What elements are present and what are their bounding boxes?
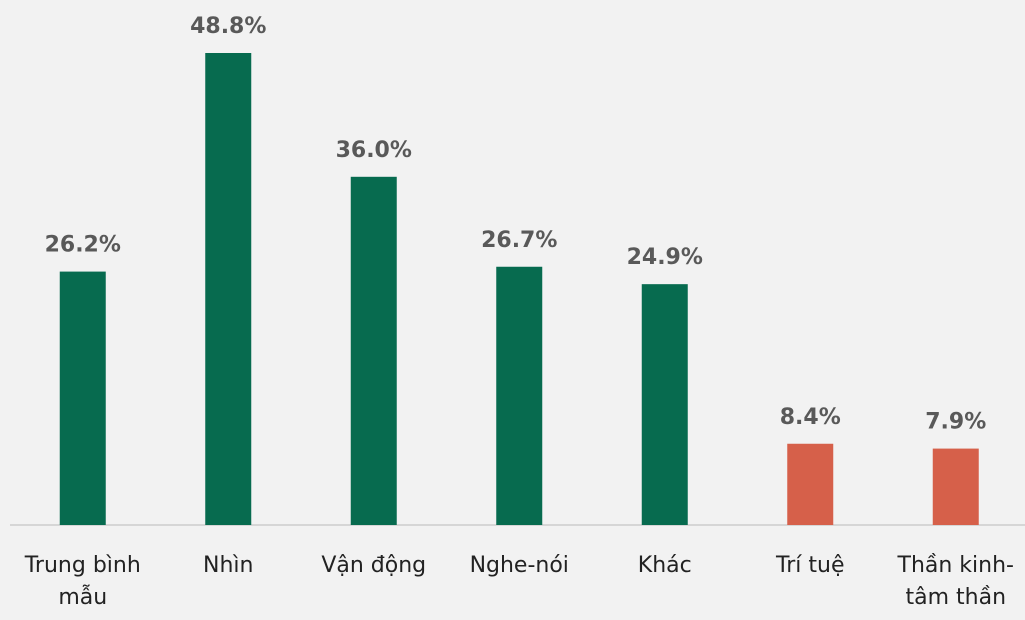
x-tick-label: Trí tuệ bbox=[776, 553, 845, 578]
value-label: 7.9% bbox=[925, 410, 986, 435]
bar bbox=[205, 53, 252, 525]
x-tick-label: Nghe-nói bbox=[469, 553, 569, 578]
bar bbox=[932, 448, 979, 525]
bar bbox=[496, 266, 543, 525]
bar bbox=[641, 284, 688, 525]
value-label: 48.8% bbox=[190, 14, 266, 39]
value-label: 36.0% bbox=[336, 138, 412, 163]
value-label: 24.9% bbox=[627, 245, 703, 270]
x-tick-label: Vận động bbox=[321, 553, 427, 578]
x-tick-label: Khác bbox=[637, 553, 692, 578]
bar bbox=[350, 176, 397, 525]
value-label: 8.4% bbox=[780, 405, 841, 430]
x-tick-label: Nhìn bbox=[203, 553, 254, 578]
bar bbox=[59, 271, 106, 525]
value-label: 26.7% bbox=[481, 228, 557, 253]
value-label: 26.2% bbox=[45, 233, 121, 258]
x-tick-label: Trung bình mẫu bbox=[24, 553, 141, 610]
x-tick-label: Thần kinh-tâm thần bbox=[897, 553, 1014, 610]
bar bbox=[787, 443, 834, 525]
